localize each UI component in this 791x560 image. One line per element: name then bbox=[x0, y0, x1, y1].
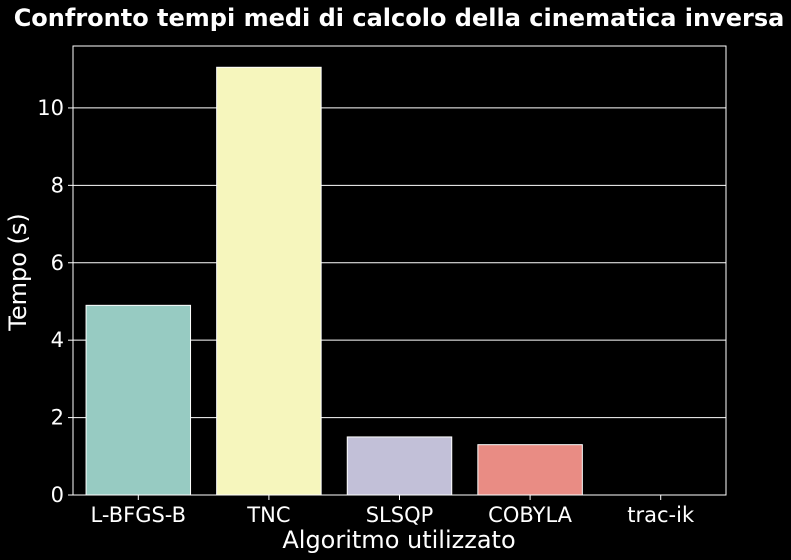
y-tick-label: 2 bbox=[51, 406, 64, 430]
bar-tnc bbox=[216, 66, 322, 496]
y-tick-label: 6 bbox=[51, 251, 64, 275]
bars bbox=[85, 66, 583, 496]
y-tick-label: 10 bbox=[37, 96, 64, 120]
bar-l-bfgs-b bbox=[85, 304, 192, 496]
x-tick-label: trac-ik bbox=[627, 503, 695, 527]
bar-slsqp bbox=[346, 436, 453, 496]
y-tick-label: 4 bbox=[51, 328, 64, 352]
bar-cobyla bbox=[477, 444, 583, 496]
y-tick-label: 0 bbox=[51, 483, 64, 507]
x-tick-label: COBYLA bbox=[488, 503, 572, 527]
x-axis-label: Algoritmo utilizzato bbox=[282, 526, 515, 554]
x-tick-label: L-BFGS-B bbox=[91, 503, 186, 527]
x-axis-ticks: L-BFGS-B TNC SLSQP COBYLA trac-ik bbox=[91, 495, 695, 527]
x-tick-label: TNC bbox=[246, 503, 290, 527]
chart-title: Confronto tempi medi di calcolo della ci… bbox=[14, 4, 785, 32]
y-axis-label: Tempo (s) bbox=[4, 213, 32, 332]
y-tick-label: 8 bbox=[51, 173, 64, 197]
y-axis-ticks: 0 2 4 6 8 10 bbox=[37, 96, 73, 507]
x-tick-label: SLSQP bbox=[366, 503, 434, 527]
